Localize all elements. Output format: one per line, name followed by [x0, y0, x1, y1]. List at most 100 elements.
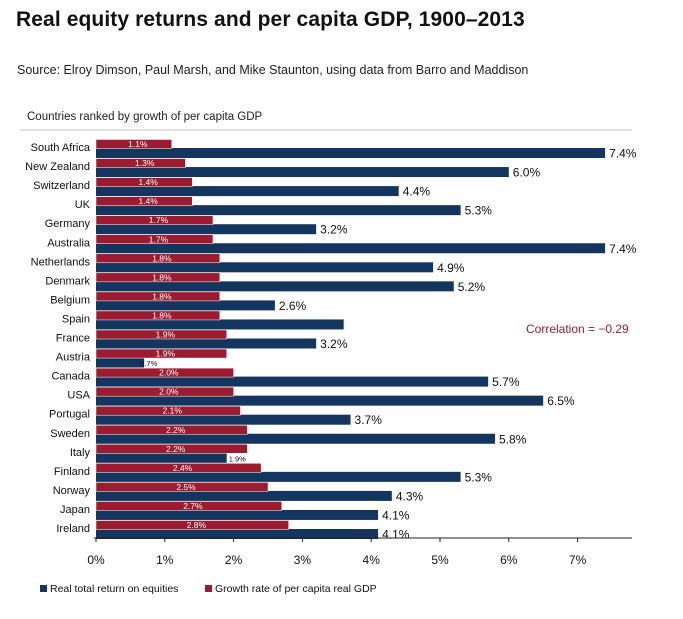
gdp-value-label: 1.1% [128, 139, 148, 149]
equity-return-bar [96, 262, 434, 273]
gdp-value-label: 1.8% [152, 291, 172, 301]
x-axis-ticks: 0% 1% 2% 3% 4% 5% 6% 7% [87, 538, 587, 567]
equity-return-bar [96, 490, 392, 501]
equity-value-label: 1.9% [229, 454, 246, 463]
category-label: UK [75, 199, 91, 211]
gdp-growth-bar [95, 234, 214, 244]
gdp-growth-bar [95, 367, 234, 378]
gdp-value-label: 1.4% [138, 177, 158, 187]
category-label: Japan [60, 504, 90, 516]
equity-return-bar [96, 357, 145, 368]
correlation-annotation: Correlation = −0.29 [526, 322, 629, 336]
x-tick-label: 7% [569, 553, 587, 567]
gdp-growth-bar [95, 425, 248, 435]
category-label: Spain [62, 313, 90, 325]
equity-return-bar [96, 205, 461, 216]
equity-return-bar [96, 433, 496, 444]
gdp-growth-bar [95, 329, 227, 340]
gdp-value-label: 1.7% [149, 234, 169, 244]
equity-value-label: 4.1% [382, 528, 410, 542]
equity-value-label: 0.7% [140, 359, 157, 368]
x-tick-label: 0% [87, 553, 105, 567]
category-label: Belgium [50, 294, 90, 306]
gdp-value-label: 1.7% [149, 215, 169, 225]
gdp-growth-bar [95, 177, 193, 187]
category-label: Norway [53, 485, 91, 497]
category-label: Ireland [56, 523, 90, 535]
equity-return-bar [96, 243, 606, 254]
category-label: Italy [70, 447, 91, 459]
equity-return-bar [96, 186, 399, 197]
category-label: Netherlands [31, 256, 91, 268]
legend-equity-swatch [40, 585, 47, 592]
category-label: New Zealand [25, 161, 90, 173]
gdp-value-label: 1.3% [135, 158, 155, 168]
category-label: Canada [51, 371, 90, 383]
legend-gdp-swatch [205, 585, 212, 592]
equity-value-label: 5.7% [492, 375, 520, 389]
equity-value-label: 5.2% [458, 280, 486, 294]
category-label: Switzerland [33, 180, 90, 192]
equity-return-bar [96, 148, 606, 158]
equity-value-label: 3.2% [320, 337, 348, 351]
chart-source: Source: Elroy Dimson, Paul Marsh, and Mi… [17, 63, 529, 77]
equity-value-label: 6.5% [547, 394, 575, 408]
x-tick-label: 4% [363, 553, 381, 567]
equity-return-bar [96, 509, 379, 520]
equity-return-bar [96, 414, 351, 425]
gdp-growth-bar [95, 196, 193, 206]
gdp-value-label: 2.0% [159, 368, 179, 378]
gdp-growth-bar [95, 405, 241, 416]
equity-return-bar [96, 338, 317, 349]
equity-value-label: 7.4% [609, 242, 637, 256]
category-label: Sweden [50, 428, 90, 440]
gdp-growth-bar [95, 482, 269, 492]
gdp-value-label: 1.9% [156, 330, 176, 340]
gdp-growth-bar [95, 215, 214, 225]
equity-value-label: 4.3% [396, 489, 424, 503]
category-label: Denmark [45, 275, 90, 287]
gdp-value-label: 2.2% [166, 444, 186, 454]
gdp-growth-bar [95, 348, 227, 359]
equity-return-bar [96, 281, 454, 292]
category-label: USA [67, 390, 90, 402]
gdp-growth-bar [95, 139, 172, 149]
x-tick-label: 5% [431, 553, 449, 567]
equity-return-bar [96, 471, 461, 482]
equity-value-label: 5.3% [465, 204, 493, 218]
equity-return-bar [96, 376, 489, 387]
equity-value-label: 4.1% [382, 508, 410, 522]
legend: Real total return on equities Growth rate… [40, 583, 377, 595]
equity-return-bar [96, 167, 509, 178]
equity-return-bar [96, 300, 275, 311]
equity-value-label: 2.6% [279, 299, 307, 313]
equity-return-bar [96, 395, 544, 406]
equity-return-bar [96, 452, 227, 463]
labels-layer: South Africa 1.1% 7.4% New Zealand 1.3% 6.0% S… [25, 139, 637, 542]
gdp-value-label: 1.4% [138, 196, 158, 206]
gdp-value-label: 2.1% [163, 406, 183, 416]
equity-return-bar [96, 319, 344, 330]
category-label: Austria [56, 352, 91, 364]
gdp-growth-bar [95, 444, 248, 454]
gdp-growth-bar [95, 501, 283, 511]
category-label: Germany [45, 218, 91, 230]
x-tick-label: 3% [294, 553, 312, 567]
equity-value-label: 4.9% [437, 261, 465, 275]
x-tick-label: 6% [500, 553, 518, 567]
x-tick-label: 1% [156, 553, 174, 567]
equity-value-label: 3.2% [320, 223, 348, 237]
gdp-value-label: 2.0% [159, 387, 179, 397]
equity-value-label: 3.7% [355, 413, 383, 427]
equity-value-label: 6.0% [513, 166, 541, 180]
x-tick-label: 2% [225, 553, 243, 567]
category-label: Portugal [49, 409, 90, 421]
gdp-value-label: 2.4% [173, 463, 193, 473]
legend-equity-label: Real total return on equities [50, 583, 178, 595]
gdp-growth-bar [95, 291, 221, 302]
gdp-value-label: 2.8% [187, 520, 207, 530]
equity-value-label: 4.4% [403, 185, 431, 199]
gdp-growth-bar [95, 463, 262, 473]
gdp-growth-bar [95, 520, 289, 530]
